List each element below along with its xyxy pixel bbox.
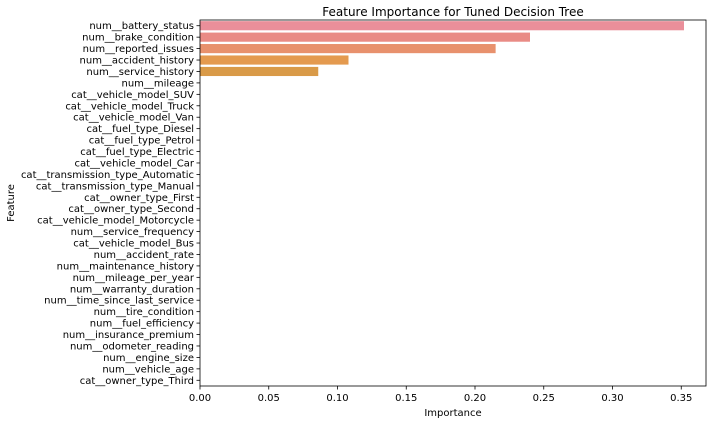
x-tick-label: 0.05 — [258, 393, 280, 404]
y-tick-label: cat__vehicle_model_Bus — [73, 239, 194, 250]
plot-frame — [199, 19, 707, 387]
y-tick-label: cat__vehicle_model_SUV — [71, 90, 194, 101]
y-tick-label: cat__fuel_type_Diesel — [87, 124, 194, 135]
bar — [200, 21, 684, 31]
x-axis-label: Importance — [424, 408, 481, 419]
y-tick-label: num__mileage_per_year — [73, 273, 195, 284]
y-tick-label: num__insurance_premium — [63, 330, 194, 341]
y-tick-label: num__accident_history — [80, 56, 195, 67]
y-axis-ticks: num__battery_statusnum__brake_conditionn… — [21, 21, 200, 387]
x-tick-label: 0.30 — [601, 393, 623, 404]
bar — [200, 32, 530, 42]
x-tick-label: 0.00 — [189, 393, 211, 404]
chart-title: Feature Importance for Tuned Decision Tr… — [322, 5, 584, 19]
y-tick-label: num__service_history — [86, 67, 194, 78]
y-tick-label: cat__transmission_type_Automatic — [21, 170, 194, 181]
y-tick-label: num__tire_condition — [94, 307, 194, 318]
y-tick-label: cat__vehicle_model_Car — [74, 158, 194, 169]
x-tick-label: 0.10 — [326, 393, 348, 404]
bar — [200, 44, 496, 54]
y-tick-label: num__mileage — [122, 78, 195, 89]
y-tick-label: num__brake_condition — [82, 33, 194, 44]
y-tick-label: cat__transmission_type_Manual — [36, 181, 194, 192]
y-tick-label: num__time_since_last_service — [44, 296, 194, 307]
y-tick-label: cat__owner_type_Second — [68, 204, 194, 215]
y-tick-label: num__reported_issues — [83, 44, 194, 55]
y-tick-label: cat__vehicle_model_Truck — [65, 101, 194, 112]
y-tick-label: cat__fuel_type_Petrol — [89, 136, 194, 147]
bar — [200, 66, 319, 77]
y-tick-label: num__service_frequency — [71, 227, 194, 238]
bar — [200, 55, 349, 65]
x-tick-label: 0.35 — [670, 393, 692, 404]
y-tick-label: cat__owner_type_First — [84, 193, 194, 204]
y-tick-label: cat__owner_type_Third — [80, 376, 194, 387]
y-tick-label: num__odometer_reading — [70, 341, 194, 352]
y-tick-label: num__accident_rate — [94, 250, 194, 261]
x-axis-ticks: 0.00 0.05 0.10 0.15 0.20 0.25 0.30 0.35 — [189, 386, 692, 404]
y-tick-label: num__vehicle_age — [102, 364, 194, 375]
y-tick-label: num__battery_status — [89, 21, 194, 32]
x-tick-label: 0.25 — [533, 393, 555, 404]
y-tick-label: num__engine_size — [103, 353, 194, 364]
y-tick-label: num__fuel_efficiency — [90, 319, 194, 330]
x-tick-label: 0.15 — [395, 393, 417, 404]
y-tick-label: cat__vehicle_model_Motorcycle — [37, 216, 194, 227]
bars-group — [200, 21, 684, 77]
y-axis-label: Feature — [6, 184, 17, 222]
y-tick-label: num__warranty_duration — [70, 284, 194, 295]
y-tick-label: num__maintenance_history — [57, 261, 194, 272]
y-tick-label: cat__fuel_type_Electric — [80, 147, 194, 158]
x-tick-label: 0.20 — [464, 393, 486, 404]
y-tick-label: cat__vehicle_model_Van — [73, 113, 194, 124]
